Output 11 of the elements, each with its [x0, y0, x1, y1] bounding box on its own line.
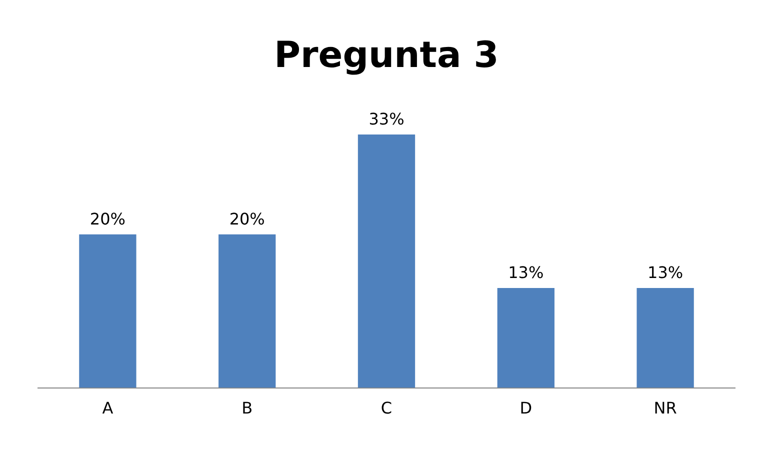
- x-tick-label: C: [380, 398, 392, 418]
- data-label: 20%: [90, 209, 126, 228]
- x-tick-label: NR: [654, 398, 677, 418]
- data-label: 20%: [229, 209, 265, 228]
- x-tick-label: A: [102, 398, 114, 418]
- data-label: 33%: [368, 110, 404, 129]
- chart-title: Pregunta 3: [274, 34, 499, 76]
- data-label: 13%: [648, 263, 684, 282]
- x-tick-label: B: [242, 398, 253, 418]
- data-label: 13%: [508, 263, 544, 282]
- x-tick-label: D: [520, 398, 532, 418]
